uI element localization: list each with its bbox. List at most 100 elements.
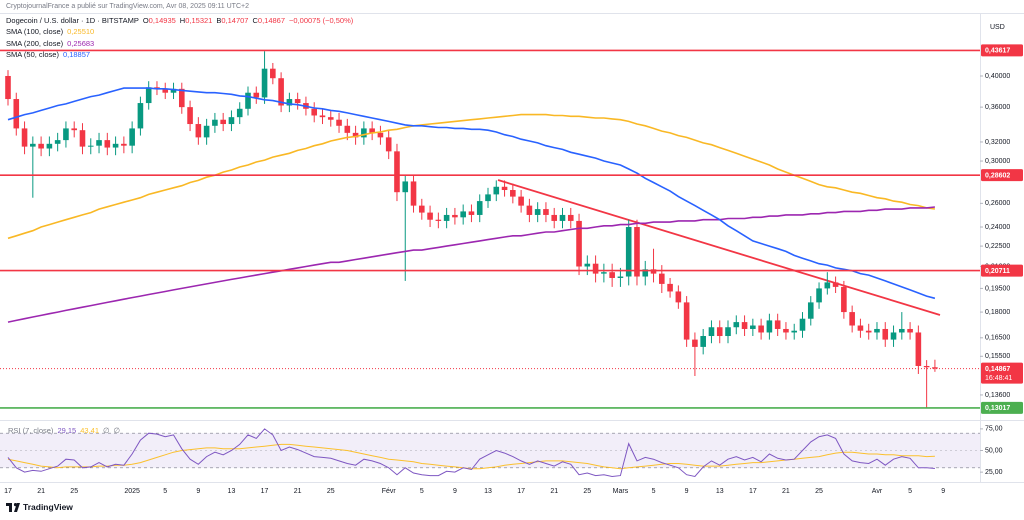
- candle-body: [145, 87, 152, 104]
- rsi-title: RSI (7, close): [8, 426, 54, 435]
- candle-body: [750, 325, 756, 329]
- x-tick-label: 9: [941, 488, 945, 495]
- candle-body: [485, 194, 491, 202]
- ohlc-key: H: [179, 15, 186, 25]
- candle-body: [385, 137, 392, 152]
- candle-body: [716, 327, 723, 337]
- candle-body: [460, 211, 466, 218]
- x-tick-label: 9: [453, 488, 457, 495]
- candle-body: [692, 339, 698, 347]
- rsi-line: [7, 428, 935, 478]
- sma-name: SMA (50, close): [6, 50, 59, 59]
- level-label-bg: [981, 264, 1023, 277]
- symbol-row: Dogecoin / U.S. dollar · 1D · BITSTAMP O0…: [6, 15, 357, 27]
- candle-body: [377, 132, 384, 138]
- candle-body: [71, 128, 78, 131]
- x-tick-label: Févr: [382, 488, 397, 495]
- candle-body: [601, 272, 607, 274]
- ohlc-key: B: [216, 15, 222, 25]
- x-tick-label: 5: [652, 488, 656, 495]
- x-tick-label: Mars: [613, 488, 629, 495]
- candle-body: [783, 328, 789, 333]
- x-tick-label: 17: [749, 488, 757, 495]
- candle-body: [708, 327, 715, 337]
- candle-body: [245, 92, 251, 109]
- candle-body: [203, 125, 210, 138]
- candle-body: [319, 115, 326, 118]
- candle-body: [501, 186, 508, 191]
- candle-body: [642, 269, 649, 277]
- candle-body: [576, 220, 582, 267]
- ohlc-value: 0,14707: [221, 15, 249, 25]
- candle-body: [410, 181, 417, 206]
- candle-body: [452, 214, 458, 218]
- sma-legend-row: SMA (50, close) 0,18857: [6, 49, 357, 61]
- currency: USD: [990, 24, 1005, 31]
- candle-body: [857, 325, 864, 331]
- candle-body: [915, 332, 922, 366]
- candle-body: [137, 103, 144, 129]
- candle-body: [700, 336, 706, 347]
- sma-name: SMA (200, close): [6, 38, 64, 48]
- sma-name: SMA (100, close): [6, 27, 64, 36]
- x-tick-label: 13: [484, 488, 492, 495]
- sma-value: 0,25683: [67, 38, 95, 48]
- y-tick-label: 0,26000: [985, 200, 1010, 207]
- candle-body: [725, 327, 731, 337]
- x-tick-label: 25: [583, 488, 591, 495]
- candle-body: [534, 209, 541, 215]
- x-tick-label: 17: [517, 488, 525, 495]
- x-tick-label: 5: [420, 488, 424, 495]
- x-tick-label: 9: [685, 488, 689, 495]
- candle-body: [286, 99, 293, 106]
- y-tick-label: 0,32000: [985, 139, 1010, 146]
- candle-body: [799, 318, 806, 331]
- x-tick-label: 17: [261, 488, 269, 495]
- legend: CryptojournalFrance a publié sur Trading…: [6, 1, 357, 61]
- y-tick-label: 0,15500: [985, 353, 1010, 360]
- candle-body: [650, 269, 657, 274]
- candle-body: [228, 117, 235, 125]
- candle-body: [170, 88, 177, 93]
- sma-value: 0,18857: [62, 50, 91, 59]
- last-price-countdown: 16:48:41: [985, 375, 1012, 382]
- candle-body: [476, 201, 483, 215]
- level-label-bg: [981, 169, 1023, 182]
- rsi-tick-label: 75,00: [985, 426, 1003, 433]
- x-tick-label: 17: [4, 488, 12, 495]
- x-tick-label: 25: [327, 488, 335, 495]
- candle-body: [361, 128, 367, 138]
- price-pane: [5, 51, 938, 409]
- rsi-value: 43,41: [80, 426, 99, 435]
- candle-body: [766, 320, 773, 333]
- change: −0,00075 (−0,50%): [289, 15, 354, 25]
- candle-body: [849, 312, 855, 326]
- last-price-bg: [981, 362, 1023, 384]
- y-tick-label: 0,30000: [985, 158, 1010, 165]
- level-label: 0,43617: [985, 48, 1010, 55]
- rsi-extra: ∅: [103, 426, 110, 435]
- x-tick-label: 2025: [124, 488, 140, 495]
- rsi-value: 29,15: [57, 426, 77, 435]
- candle-body: [112, 143, 119, 148]
- sma-line: [7, 113, 936, 240]
- x-tick-label: 21: [550, 488, 558, 495]
- y-tick-label: 0,24000: [985, 224, 1010, 231]
- candle-body: [741, 322, 748, 329]
- candle-body: [220, 119, 226, 125]
- candle-body: [21, 128, 28, 147]
- candle-body: [659, 273, 665, 284]
- candle-body: [865, 330, 872, 333]
- candle-body: [510, 190, 516, 197]
- candle-body: [683, 302, 690, 340]
- sma-line: [7, 87, 936, 300]
- candle-body: [882, 328, 889, 340]
- candle-body: [634, 227, 640, 277]
- candle-body: [212, 119, 218, 126]
- candle-body: [899, 328, 905, 333]
- brand: TradingView: [23, 502, 73, 512]
- x-tick-label: 25: [815, 488, 823, 495]
- candle-body: [162, 88, 169, 93]
